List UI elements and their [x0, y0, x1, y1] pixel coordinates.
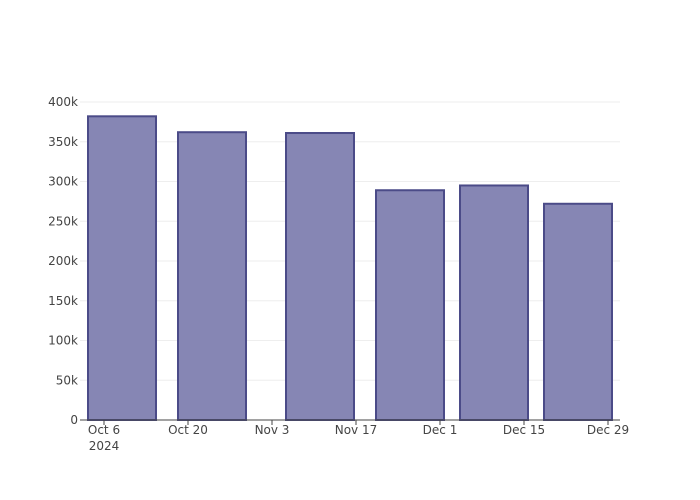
bar — [177, 131, 247, 422]
x-tick-label: Nov 17 — [335, 423, 378, 437]
bar — [285, 132, 355, 421]
y-tick-label: 400k — [48, 95, 78, 109]
bar — [543, 202, 613, 421]
x-tick-label: Nov 3 — [255, 423, 290, 437]
x-tick-label: Dec 1 — [423, 423, 458, 437]
bar — [375, 189, 445, 421]
y-tick-label: 350k — [48, 135, 78, 149]
x-tick-label: Dec 15 — [503, 423, 545, 437]
y-tick-label: 0 — [70, 413, 78, 427]
x-tick-label: Dec 29 — [587, 423, 629, 437]
y-tick-label: 100k — [48, 334, 78, 348]
y-tick-label: 50k — [56, 373, 78, 387]
x-tick-label: Oct 6 2024 — [88, 423, 120, 453]
y-tick-label: 300k — [48, 175, 78, 189]
y-tick-label: 250k — [48, 214, 78, 228]
y-tick-label: 200k — [48, 254, 78, 268]
bar — [87, 115, 157, 421]
y-tick-label: 150k — [48, 294, 78, 308]
bar — [459, 184, 529, 421]
x-tick-label: Oct 20 — [168, 423, 208, 437]
